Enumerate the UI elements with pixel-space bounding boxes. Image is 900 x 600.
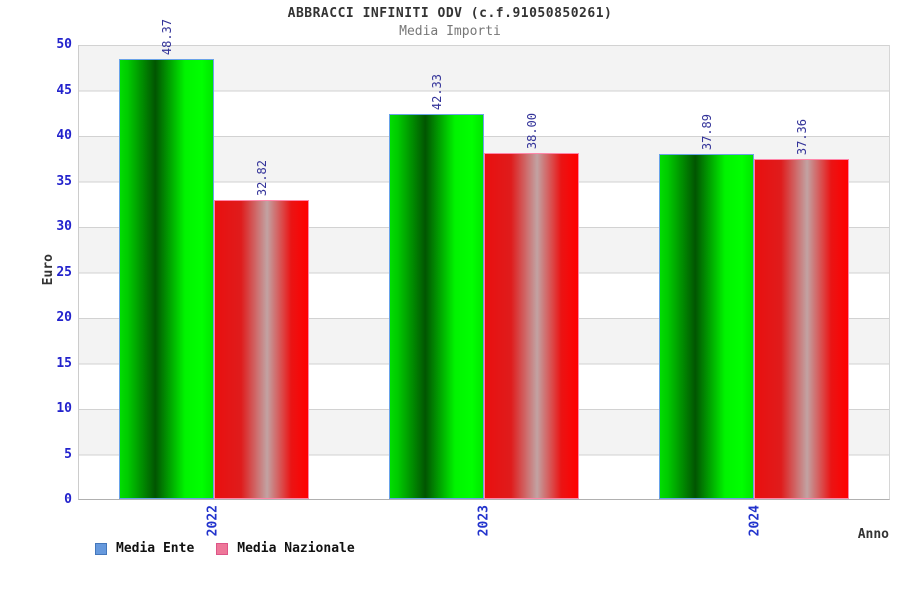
bar-media-ente-2023: 42.33 [389,74,484,499]
bar-media-nazionale-2024: 37.36 [754,119,849,499]
y-tick-label: 10 [56,401,72,416]
bar-value-label: 37.89 [699,114,714,151]
y-tick-label: 5 [64,446,72,462]
x-category-label-2023: 2023 [476,505,492,537]
bar-group-2022: 48.37 32.82 [79,19,349,499]
x-category-label-2024: 2024 [747,505,763,537]
bar-groups: 48.37 32.82 42.33 38.00 37.89 37.36 [79,19,889,499]
y-tick-label: 20 [56,310,72,325]
y-tick-label: 25 [56,264,72,280]
bar-media-ente-2024: 37.89 [659,114,754,499]
legend-swatch-media-ente [95,542,107,555]
bar-media-nazionale-2022: 32.82 [214,160,309,499]
y-tick-label: 15 [56,355,72,371]
chart-subtitle: Media Importi [399,24,501,39]
plot-area: 48.37 32.82 42.33 38.00 37.89 37.36 [78,19,890,500]
legend: Media Ente Media Nazionale [95,541,355,556]
legend-swatch-media-nazionale [216,542,229,555]
x-category-label-2022: 2022 [205,505,221,537]
legend-item-media-nazionale: Media Nazionale [216,541,355,556]
legend-label: Media Nazionale [237,541,355,556]
x-axis-title: Anno [857,527,889,542]
legend-item-media-ente: Media Ente [95,541,194,556]
bar-group-2024: 37.89 37.36 [619,114,889,499]
y-tick-label: 50 [56,37,72,52]
chart-title: ABBRACCI INFINITI ODV (c.f.91050850261) [287,6,613,21]
bar-value-label: 48.37 [159,18,174,55]
bar-value-label: 37.36 [794,118,809,156]
bar-media-ente-2022: 48.37 [119,19,214,499]
y-tick-label: 30 [56,219,72,234]
y-tick-label: 0 [64,492,72,507]
bar-value-label: 32.82 [254,160,269,197]
bar-value-label: 38.00 [524,113,539,150]
legend-label: Media Ente [116,541,195,556]
bar-media-nazionale-2023: 38.00 [484,113,579,499]
y-tick-label: 40 [56,128,72,143]
bar-group-2023: 42.33 38.00 [349,74,619,499]
y-tick-label: 35 [56,173,72,189]
y-tick-label: 45 [56,82,72,98]
bar-value-label: 42.33 [429,73,444,110]
